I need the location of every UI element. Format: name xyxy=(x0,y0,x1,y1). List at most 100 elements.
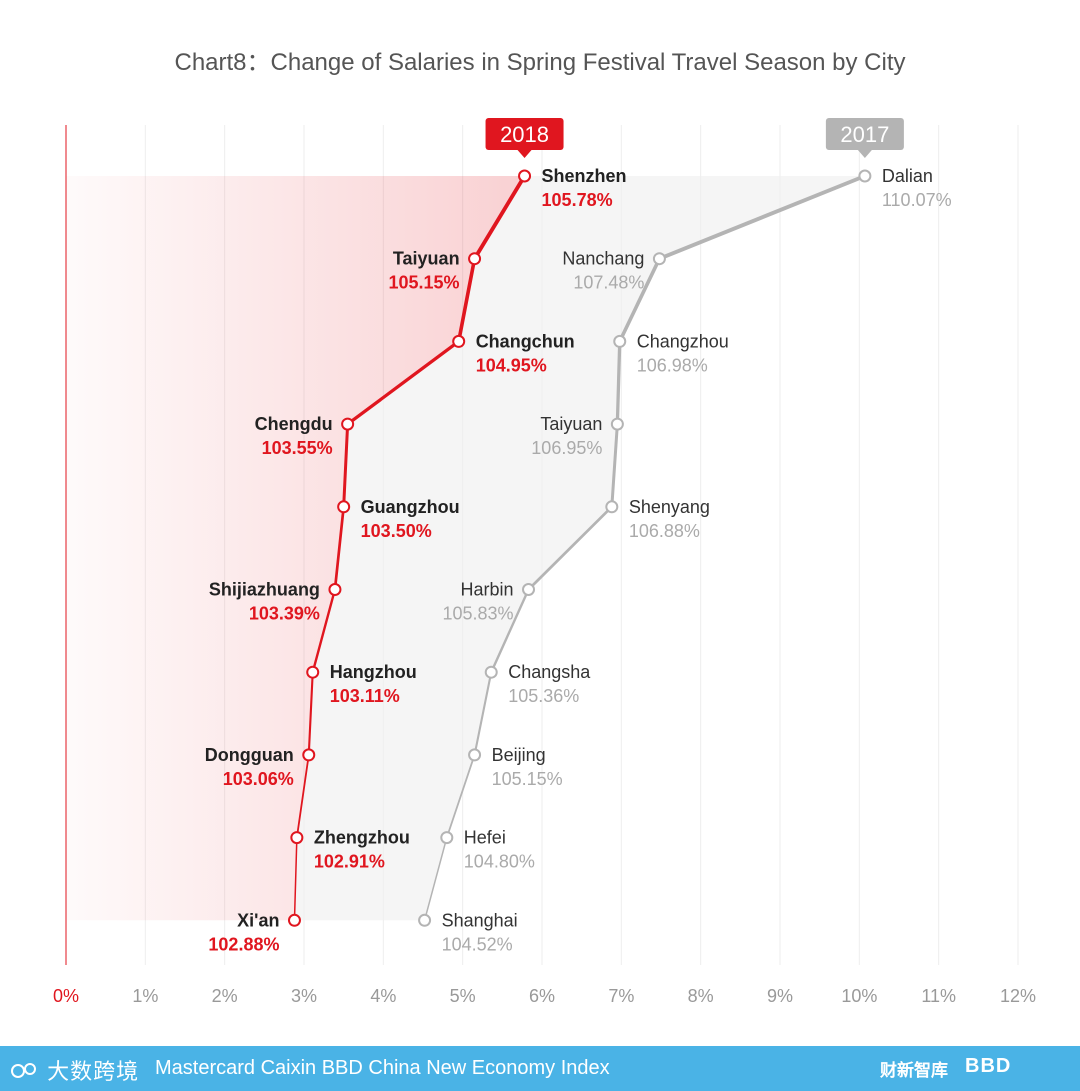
city-label: Hefei xyxy=(464,828,506,848)
series-badges: 2018 2017 xyxy=(485,118,904,158)
bbd-logo-text: BBD xyxy=(965,1055,1012,1077)
value-label: 106.95% xyxy=(531,438,602,458)
data-points xyxy=(287,169,872,927)
series-badge xyxy=(825,118,904,150)
city-label: Guangzhou xyxy=(361,497,460,517)
data-point xyxy=(468,748,482,762)
series-badge xyxy=(485,118,564,150)
value-label: 104.80% xyxy=(464,852,535,872)
city-label: Shenyang xyxy=(629,497,710,517)
city-label: Shanghai xyxy=(442,910,518,930)
data-point xyxy=(522,583,536,596)
series-line-segment xyxy=(473,671,493,756)
x-tick-label: 7% xyxy=(608,986,634,1006)
data-point xyxy=(418,913,432,927)
series-line-segment xyxy=(423,836,448,922)
series-line-segment xyxy=(527,505,614,591)
series-badge-pointer xyxy=(857,150,872,158)
data-point xyxy=(613,334,627,348)
data-point xyxy=(290,831,304,845)
city-label: Harbin xyxy=(460,580,513,600)
city-label: Dongguan xyxy=(205,745,294,765)
brand-logo-icon xyxy=(11,1063,36,1078)
footer-brand: 大数跨境 xyxy=(10,1054,139,1086)
data-point xyxy=(328,583,342,596)
series-line-segment xyxy=(311,588,337,674)
value-label: 103.50% xyxy=(361,521,432,541)
series-gap-band xyxy=(294,176,865,921)
value-label: 105.36% xyxy=(508,686,579,706)
data-point xyxy=(610,417,624,431)
city-label: Zhengzhou xyxy=(314,828,410,848)
value-label: 104.95% xyxy=(476,355,547,375)
chart: Chart8：Change of Salaries in Spring Fest… xyxy=(53,49,1036,1006)
value-label: 106.88% xyxy=(629,521,700,541)
series-line-segment xyxy=(610,422,619,509)
city-label: Dalian xyxy=(882,166,933,186)
footer-bar: 大数跨境 Mastercard Caixin BBD China New Eco… xyxy=(0,1046,1080,1091)
value-label: 103.11% xyxy=(330,686,400,706)
city-label: Taiyuan xyxy=(540,414,602,434)
x-tick-label: 3% xyxy=(291,986,317,1006)
footer-title: Mastercard Caixin BBD China New Economy … xyxy=(155,1057,610,1079)
city-label: Changchun xyxy=(476,331,575,351)
data-point xyxy=(341,417,355,431)
value-label: 102.88% xyxy=(208,934,279,954)
chart-title: Chart8：Change of Salaries in Spring Fest… xyxy=(174,49,905,76)
series-badge-pointer xyxy=(517,150,532,158)
data-point xyxy=(468,252,482,266)
value-label: 102.91% xyxy=(314,852,385,872)
series-line-segment xyxy=(342,422,350,509)
data-point xyxy=(440,831,454,845)
city-label: Chengdu xyxy=(255,414,333,434)
value-label: 103.39% xyxy=(249,604,320,624)
city-label: Changsha xyxy=(508,662,591,682)
city-label: Taiyuan xyxy=(393,249,460,269)
data-point xyxy=(306,665,320,679)
area-fills xyxy=(66,176,865,921)
data-point xyxy=(302,748,316,762)
series-line-segment xyxy=(307,671,314,756)
city-label: Nanchang xyxy=(562,249,644,269)
series-line-segment xyxy=(615,339,622,426)
city-label: Shenzhen xyxy=(542,166,627,186)
value-label: 103.06% xyxy=(223,769,294,789)
series-line-segment xyxy=(472,174,527,261)
series-line-segment xyxy=(345,339,461,426)
series-line-segment xyxy=(657,174,867,261)
value-label: 103.55% xyxy=(262,438,333,458)
series-line-segment xyxy=(445,754,476,839)
data-point xyxy=(287,913,301,927)
city-label: Changzhou xyxy=(637,331,729,351)
data-point xyxy=(337,500,351,514)
data-point xyxy=(652,252,666,266)
city-label: Hangzhou xyxy=(330,662,417,682)
data-point xyxy=(605,500,619,514)
x-tick-label: 8% xyxy=(688,986,714,1006)
value-label: 107.48% xyxy=(573,273,644,293)
chart-canvas: Chart8：Change of Salaries in Spring Fest… xyxy=(53,49,1036,1006)
x-tick-label: 0% xyxy=(53,986,79,1006)
value-label: 105.15% xyxy=(492,769,563,789)
city-label: Xi'an xyxy=(237,910,279,930)
value-label: 106.98% xyxy=(637,355,708,375)
series-lines xyxy=(293,174,867,922)
x-tick-label: 2% xyxy=(212,986,238,1006)
data-point xyxy=(452,334,466,348)
value-label: 105.15% xyxy=(389,273,460,293)
series-2018-area xyxy=(66,176,525,921)
x-tick-label: 12% xyxy=(1000,986,1036,1006)
city-label: Shijiazhuang xyxy=(209,580,320,600)
series-line-segment xyxy=(293,836,298,922)
x-tick-label: 4% xyxy=(370,986,396,1006)
x-tick-label: 6% xyxy=(529,986,555,1006)
x-tick-label: 9% xyxy=(767,986,793,1006)
x-tick-label: 1% xyxy=(132,986,158,1006)
series-line-segment xyxy=(295,754,310,839)
series-line-segment xyxy=(456,256,477,344)
caixin-logo-text: 财新智库 xyxy=(880,1061,948,1080)
data-point xyxy=(484,665,498,679)
x-tick-label: 11% xyxy=(921,986,956,1006)
data-point xyxy=(518,169,532,183)
data-point xyxy=(858,169,872,183)
